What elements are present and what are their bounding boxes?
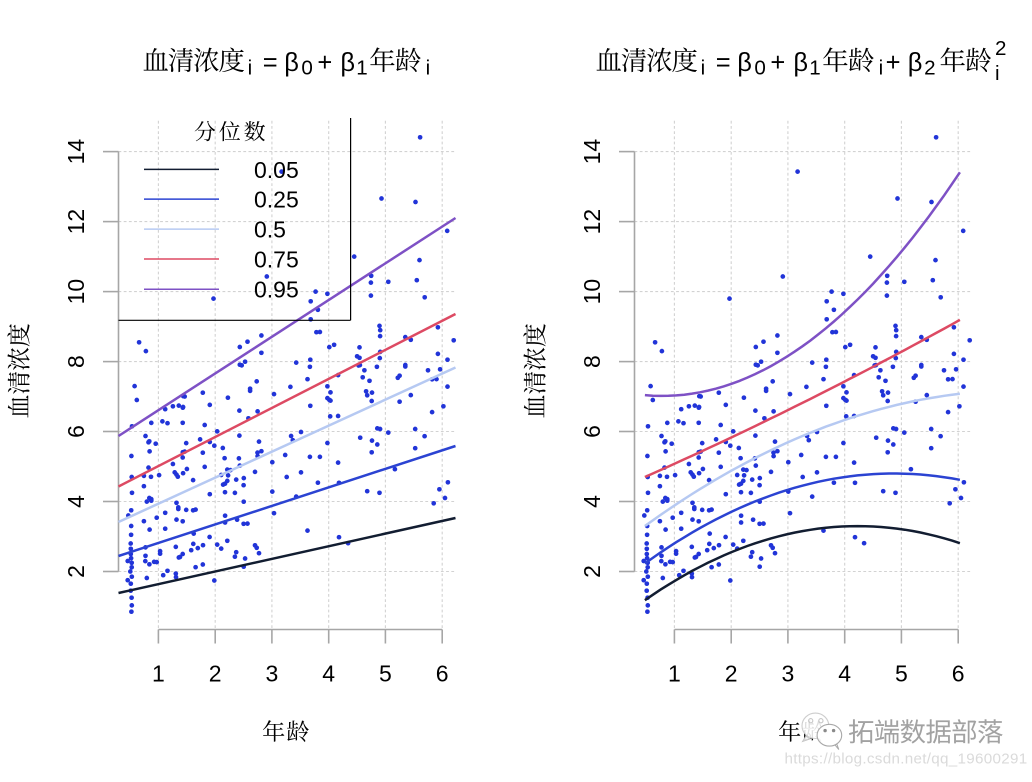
svg-text:0: 0: [754, 57, 765, 80]
svg-text:1: 1: [356, 57, 367, 80]
svg-text:i: i: [701, 57, 706, 80]
svg-text:2: 2: [924, 57, 935, 80]
svg-text:4: 4: [63, 495, 89, 508]
svg-text:β: β: [908, 49, 923, 77]
svg-text:8: 8: [579, 355, 605, 368]
svg-text:β: β: [340, 49, 355, 77]
svg-text:4: 4: [579, 495, 605, 508]
svg-text:3: 3: [782, 661, 795, 687]
svg-text:i: i: [248, 57, 253, 80]
svg-text:i: i: [995, 62, 1000, 85]
svg-text:+: +: [770, 49, 785, 77]
svg-text:0.75: 0.75: [254, 246, 299, 272]
svg-text:0: 0: [301, 57, 312, 80]
svg-text:1: 1: [809, 57, 820, 80]
svg-text:+: +: [317, 49, 332, 77]
svg-text:2: 2: [63, 565, 89, 578]
svg-text:=: =: [716, 49, 731, 77]
svg-text:2: 2: [995, 37, 1006, 60]
svg-text:β: β: [737, 49, 752, 77]
svg-text:3: 3: [266, 661, 279, 687]
svg-text:+: +: [886, 49, 901, 77]
svg-text:5: 5: [895, 661, 908, 687]
svg-text:1: 1: [668, 661, 681, 687]
svg-text:0.5: 0.5: [254, 217, 286, 243]
svg-text:0.95: 0.95: [254, 277, 299, 303]
svg-text:=: =: [263, 49, 278, 77]
svg-text:β: β: [284, 49, 299, 77]
svg-text:6: 6: [579, 425, 605, 438]
svg-text:6: 6: [952, 661, 965, 687]
svg-text:4: 4: [838, 661, 851, 687]
svg-text:2: 2: [725, 661, 738, 687]
svg-text:12: 12: [579, 209, 605, 235]
svg-text:1: 1: [152, 661, 165, 687]
svg-text:2: 2: [209, 661, 222, 687]
svg-text:5: 5: [379, 661, 392, 687]
svg-text:14: 14: [579, 139, 605, 165]
svg-text:4: 4: [322, 661, 335, 687]
svg-text:12: 12: [63, 209, 89, 235]
svg-text:10: 10: [63, 279, 89, 305]
svg-text:6: 6: [436, 661, 449, 687]
svg-text:https://blog.csdn.net/qq_19600: https://blog.csdn.net/qq_19600291: [785, 751, 1028, 768]
svg-text:14: 14: [63, 139, 89, 165]
svg-text:i: i: [426, 57, 431, 80]
svg-text:10: 10: [579, 279, 605, 305]
svg-text:2: 2: [579, 565, 605, 578]
svg-text:β: β: [793, 49, 808, 77]
svg-text:0.25: 0.25: [254, 187, 299, 213]
svg-text:6: 6: [63, 425, 89, 438]
svg-text:i: i: [879, 57, 884, 80]
svg-text:0.05: 0.05: [254, 157, 299, 183]
svg-text:8: 8: [63, 355, 89, 368]
